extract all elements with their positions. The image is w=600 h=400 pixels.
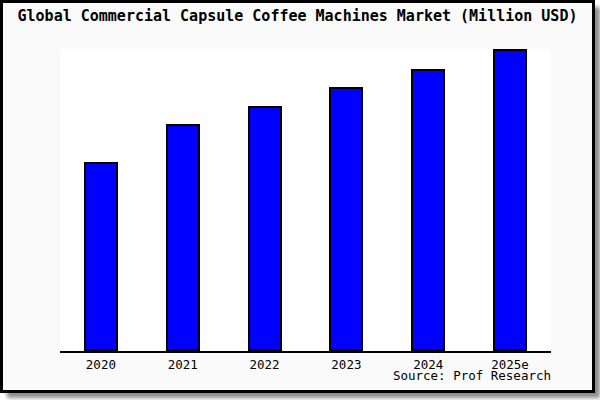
- bar-2022: [248, 106, 282, 351]
- chart-title: Global Commercial Capsule Coffee Machine…: [3, 7, 592, 25]
- source-credit: Source: Prof Research: [3, 368, 551, 383]
- bar-2024: [411, 69, 445, 351]
- bar-2023: [329, 87, 363, 351]
- bar-2020: [84, 162, 118, 351]
- chart-canvas: Global Commercial Capsule Coffee Machine…: [0, 0, 600, 400]
- bar-2025e: [493, 49, 527, 351]
- plot-area: [60, 49, 551, 353]
- chart-frame: Global Commercial Capsule Coffee Machine…: [0, 0, 595, 393]
- bar-2021: [166, 124, 200, 351]
